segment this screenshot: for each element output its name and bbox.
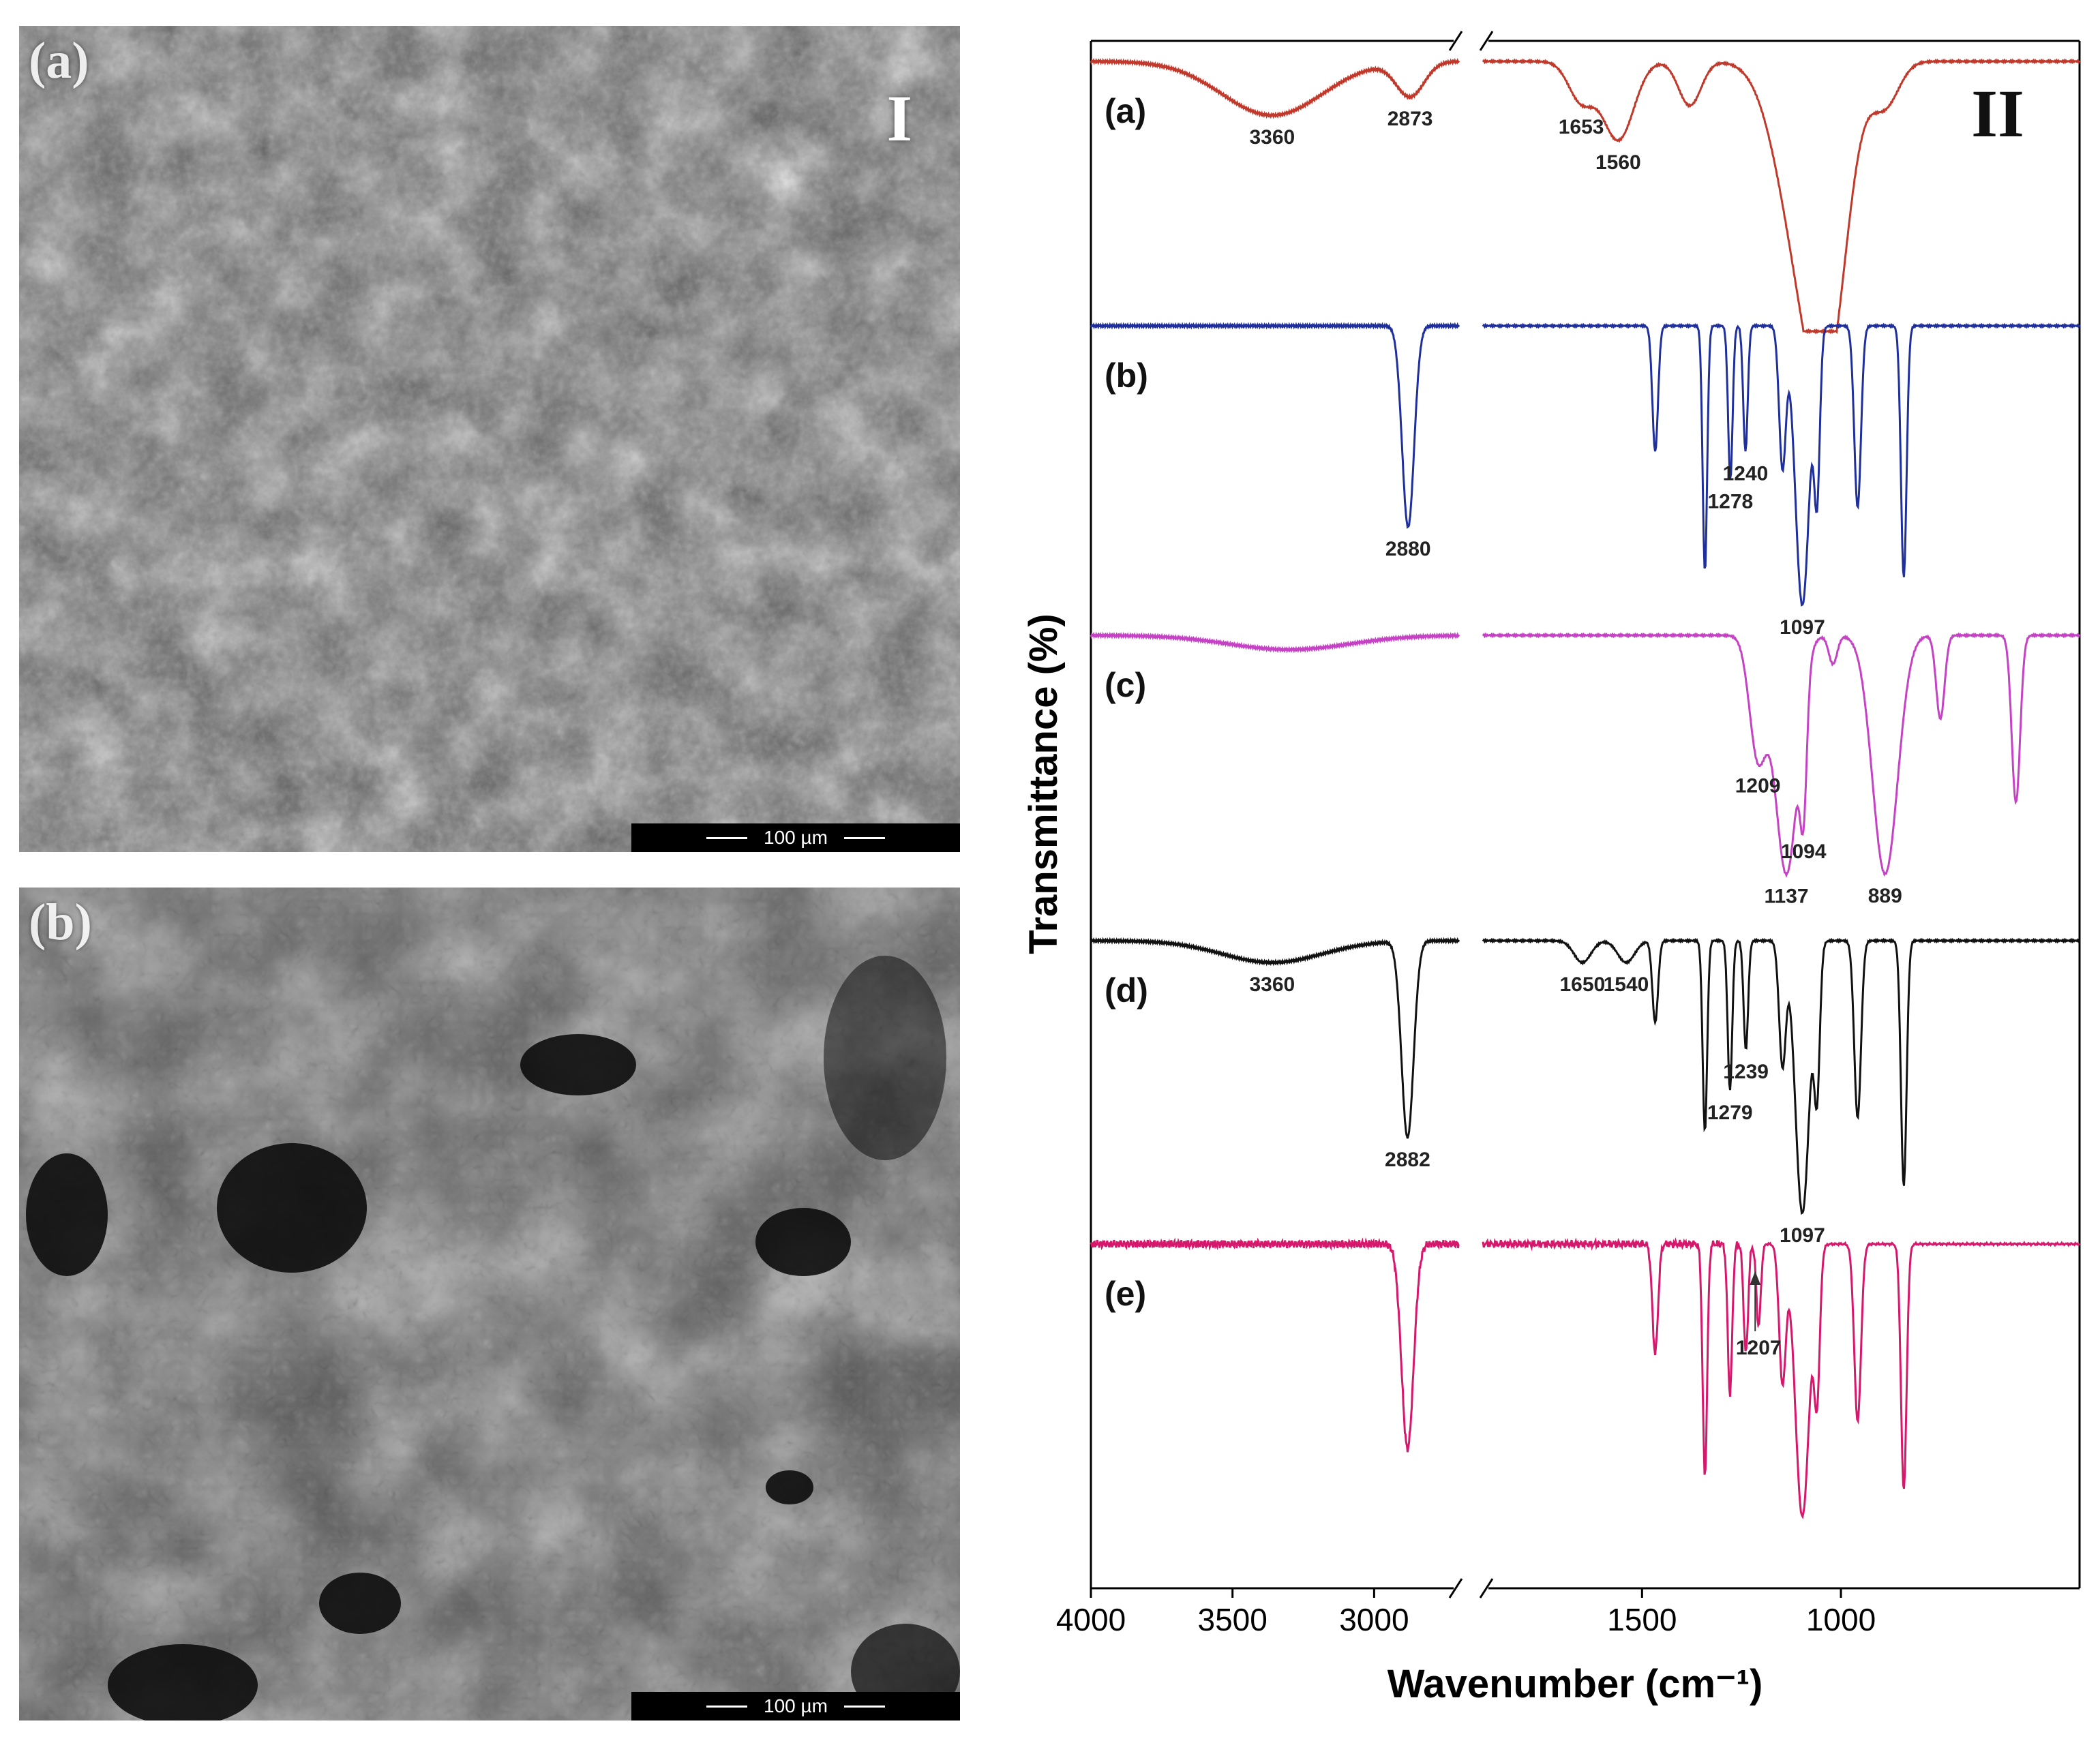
peak-label: 889 <box>1868 885 1902 907</box>
ftir-chart: 3360 2873 1653 1560 2880 1278 1240 1097 1209 1137… <box>982 0 2100 1743</box>
spectrum-line-c-seg0 <box>1090 631 1460 654</box>
peak-label: 2873 <box>1388 108 1433 130</box>
sem-micrograph-a <box>19 26 960 852</box>
peak-label: 1137 <box>1765 885 1809 908</box>
peak-label: 1653 <box>1559 116 1604 138</box>
peak-label: 2882 <box>1385 1149 1430 1171</box>
scale-bar-b: 100 µm <box>631 1692 960 1721</box>
scale-bar-line-left <box>706 1706 747 1708</box>
peak-label: 2880 <box>1385 538 1431 560</box>
plot-frame <box>1090 31 2081 1598</box>
x-tick-label: 1500 <box>1607 1602 1677 1637</box>
peak-label: 1560 <box>1595 151 1641 174</box>
spectrum-line-b-seg0 <box>1090 322 1460 529</box>
scale-bar-line-left <box>706 837 747 839</box>
series-label: (e) <box>1105 1275 1146 1313</box>
sem-image-b: (b) 100 µm <box>19 888 960 1721</box>
series-label: (c) <box>1105 666 1146 704</box>
pores <box>26 956 960 1721</box>
top-break-mark-left <box>1448 31 1463 51</box>
series-label: (b) <box>1105 357 1148 395</box>
peak-label: 1278 <box>1707 491 1753 513</box>
x-ticks: 4000 3500 3000 1500 1000 <box>1056 1588 1876 1637</box>
peak-label: 1650 <box>1559 973 1605 996</box>
spectrum-line-d-seg1 <box>1482 937 2081 1215</box>
spectrum-line-c-seg1 <box>1482 632 2081 878</box>
sem-image-a: (a) I 100 µm <box>19 26 960 852</box>
spectrum-line-d-seg0 <box>1090 937 1460 1139</box>
panel-number-two: II <box>1971 76 2024 151</box>
x-tick-label: 3000 <box>1339 1602 1409 1637</box>
scale-bar-text-a: 100 µm <box>764 827 828 848</box>
sem-label-b: (b) <box>29 894 92 951</box>
panel-number-one: I <box>886 82 912 155</box>
scale-bar-a: 100 µm <box>631 823 960 852</box>
ftir-plot: 3360 2873 1653 1560 2880 1278 1240 1097 1209 1137… <box>1021 31 2081 1706</box>
spectrum-line-e-seg0 <box>1090 1237 1460 1453</box>
scale-bar-line-right <box>844 1706 885 1708</box>
peak-label: 1207 <box>1736 1337 1782 1359</box>
series-labels: (a) (b) (c) (d) (e) <box>1105 92 1148 1313</box>
spectrum-line-b-seg1 <box>1482 322 2081 607</box>
peak-label: 1540 <box>1604 973 1649 996</box>
series-label: (a) <box>1105 92 1146 130</box>
x-tick-label: 3500 <box>1198 1602 1268 1637</box>
peak-label: 3360 <box>1249 126 1295 149</box>
spectrum-line-a-seg1 <box>1482 58 2081 335</box>
scale-bar-line-right <box>844 837 885 839</box>
y-axis-title: Transmittance (%) <box>1021 613 1066 954</box>
peak-arrow-head <box>1750 1271 1761 1285</box>
peak-label: 1097 <box>1780 616 1825 639</box>
top-break-mark-right <box>1479 31 1494 51</box>
peak-label: 1097 <box>1780 1224 1825 1247</box>
sem-micrograph-b <box>19 888 960 1721</box>
scale-bar-text-b: 100 µm <box>764 1695 828 1716</box>
peak-label: 1094 <box>1781 840 1827 863</box>
spectrum-line-e-seg1 <box>1482 1237 2081 1519</box>
x-tick-label: 4000 <box>1056 1602 1126 1637</box>
peak-labels: 3360 2873 1653 1560 2880 1278 1240 1097 1209 1137… <box>1249 108 1902 1359</box>
peak-label: 3360 <box>1249 973 1295 996</box>
bottom-break-mark-right <box>1479 1578 1494 1598</box>
spectrum-line-a-seg0 <box>1090 57 1460 119</box>
peak-label: 1240 <box>1723 463 1769 485</box>
peak-label: 1209 <box>1735 775 1781 798</box>
bottom-break-mark-left <box>1448 1578 1463 1598</box>
x-tick-label: 1000 <box>1806 1602 1876 1637</box>
peak-label: 1239 <box>1723 1061 1769 1083</box>
spectra <box>1090 57 2081 1519</box>
series-label: (d) <box>1105 971 1148 1010</box>
sem-label-a: (a) <box>29 32 89 89</box>
peak-label: 1279 <box>1707 1102 1753 1124</box>
x-axis-title: Wavenumber (cm⁻¹) <box>1388 1662 1763 1706</box>
